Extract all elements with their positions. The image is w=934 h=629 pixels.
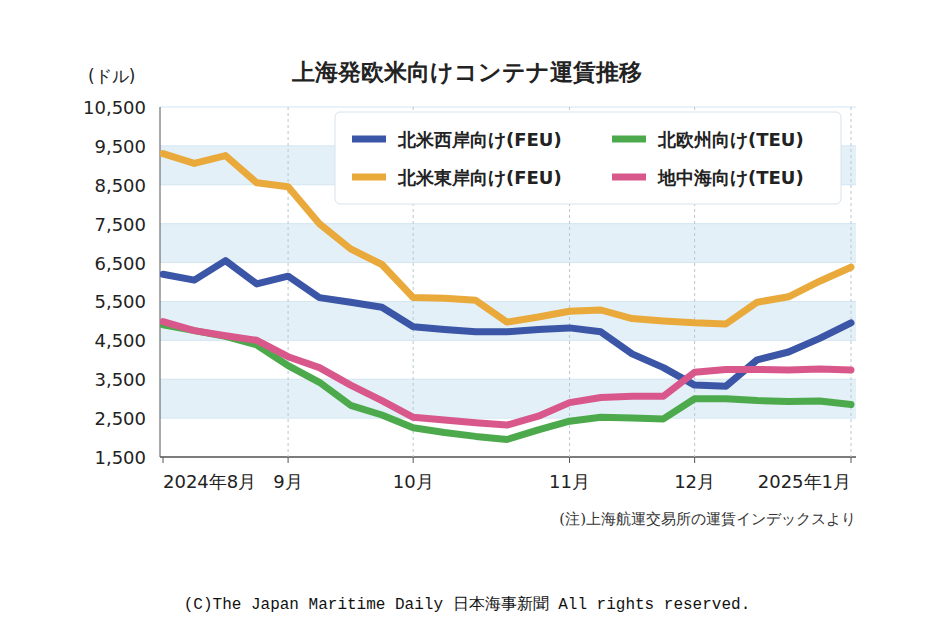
x-tick-label: 12月 bbox=[674, 471, 715, 492]
grid-line bbox=[160, 262, 856, 263]
y-tick-label: 4,500 bbox=[94, 330, 146, 351]
title: 上海発欧米向けコンテナ運賃推移 bbox=[291, 59, 642, 85]
grid-line bbox=[160, 223, 856, 224]
grid-line bbox=[160, 457, 856, 458]
y-tick-label: 9,500 bbox=[94, 136, 146, 157]
grid-line bbox=[160, 301, 856, 302]
legend: 北米西岸向け(FEU) 北米東岸向け(FEU) 北欧州向け(TEU) 地中海向け(TE… bbox=[335, 112, 841, 204]
y-unit: (ドル) bbox=[88, 66, 135, 86]
legend-label: 北米西岸向け(FEU) bbox=[397, 129, 562, 150]
legend-label: 北欧州向け(TEU) bbox=[657, 129, 804, 150]
y-tick-label: 8,500 bbox=[94, 175, 146, 196]
legend-swatch bbox=[352, 174, 386, 181]
x-tick-label: 2025年1月 bbox=[758, 471, 851, 492]
x-axis bbox=[160, 456, 856, 458]
legend-swatch bbox=[612, 136, 646, 143]
series-line bbox=[163, 154, 851, 324]
x-tick bbox=[413, 457, 414, 463]
legend-swatch bbox=[352, 136, 386, 143]
legend-box bbox=[335, 112, 841, 204]
x-tick-label: 2024年8月 bbox=[163, 471, 256, 492]
x-tick bbox=[288, 457, 289, 463]
y-tick-label: 6,500 bbox=[94, 253, 146, 274]
grid-line bbox=[160, 418, 856, 419]
copyright: (C)The Japan Maritime Daily 日本海事新聞 All r… bbox=[184, 595, 750, 614]
legend-label: 地中海向け(TEU) bbox=[657, 167, 804, 188]
x-tick bbox=[694, 457, 695, 463]
grid-line bbox=[160, 379, 856, 380]
x-tick-label: 9月 bbox=[273, 471, 302, 492]
x-tick bbox=[569, 457, 570, 463]
y-tick-label: 5,500 bbox=[94, 291, 146, 312]
x-tick bbox=[851, 457, 852, 463]
chart: 上海発欧米向けコンテナ運賃推移 (ドル) 1,500 2,500 3,500 4,500 5… bbox=[0, 0, 934, 629]
x-tick bbox=[163, 457, 164, 463]
legend-swatch bbox=[612, 174, 646, 181]
x-tick-label: 10月 bbox=[393, 471, 434, 492]
y-tick-label: 1,500 bbox=[94, 447, 146, 468]
grid-band bbox=[160, 224, 856, 263]
x-tick-label: 11月 bbox=[549, 471, 590, 492]
legend-label: 北米東岸向け(FEU) bbox=[397, 167, 562, 188]
y-axis bbox=[160, 107, 161, 457]
y-tick-label: 10,500 bbox=[83, 97, 146, 118]
note: (注)上海航運交易所の運賃インデックスより bbox=[559, 510, 856, 528]
y-tick-label: 7,500 bbox=[94, 214, 146, 235]
series-line bbox=[163, 322, 851, 425]
y-tick-label: 2,500 bbox=[94, 408, 146, 429]
grid-line bbox=[160, 107, 856, 108]
x-grid-line bbox=[288, 107, 289, 457]
y-tick-label: 3,500 bbox=[94, 369, 146, 390]
